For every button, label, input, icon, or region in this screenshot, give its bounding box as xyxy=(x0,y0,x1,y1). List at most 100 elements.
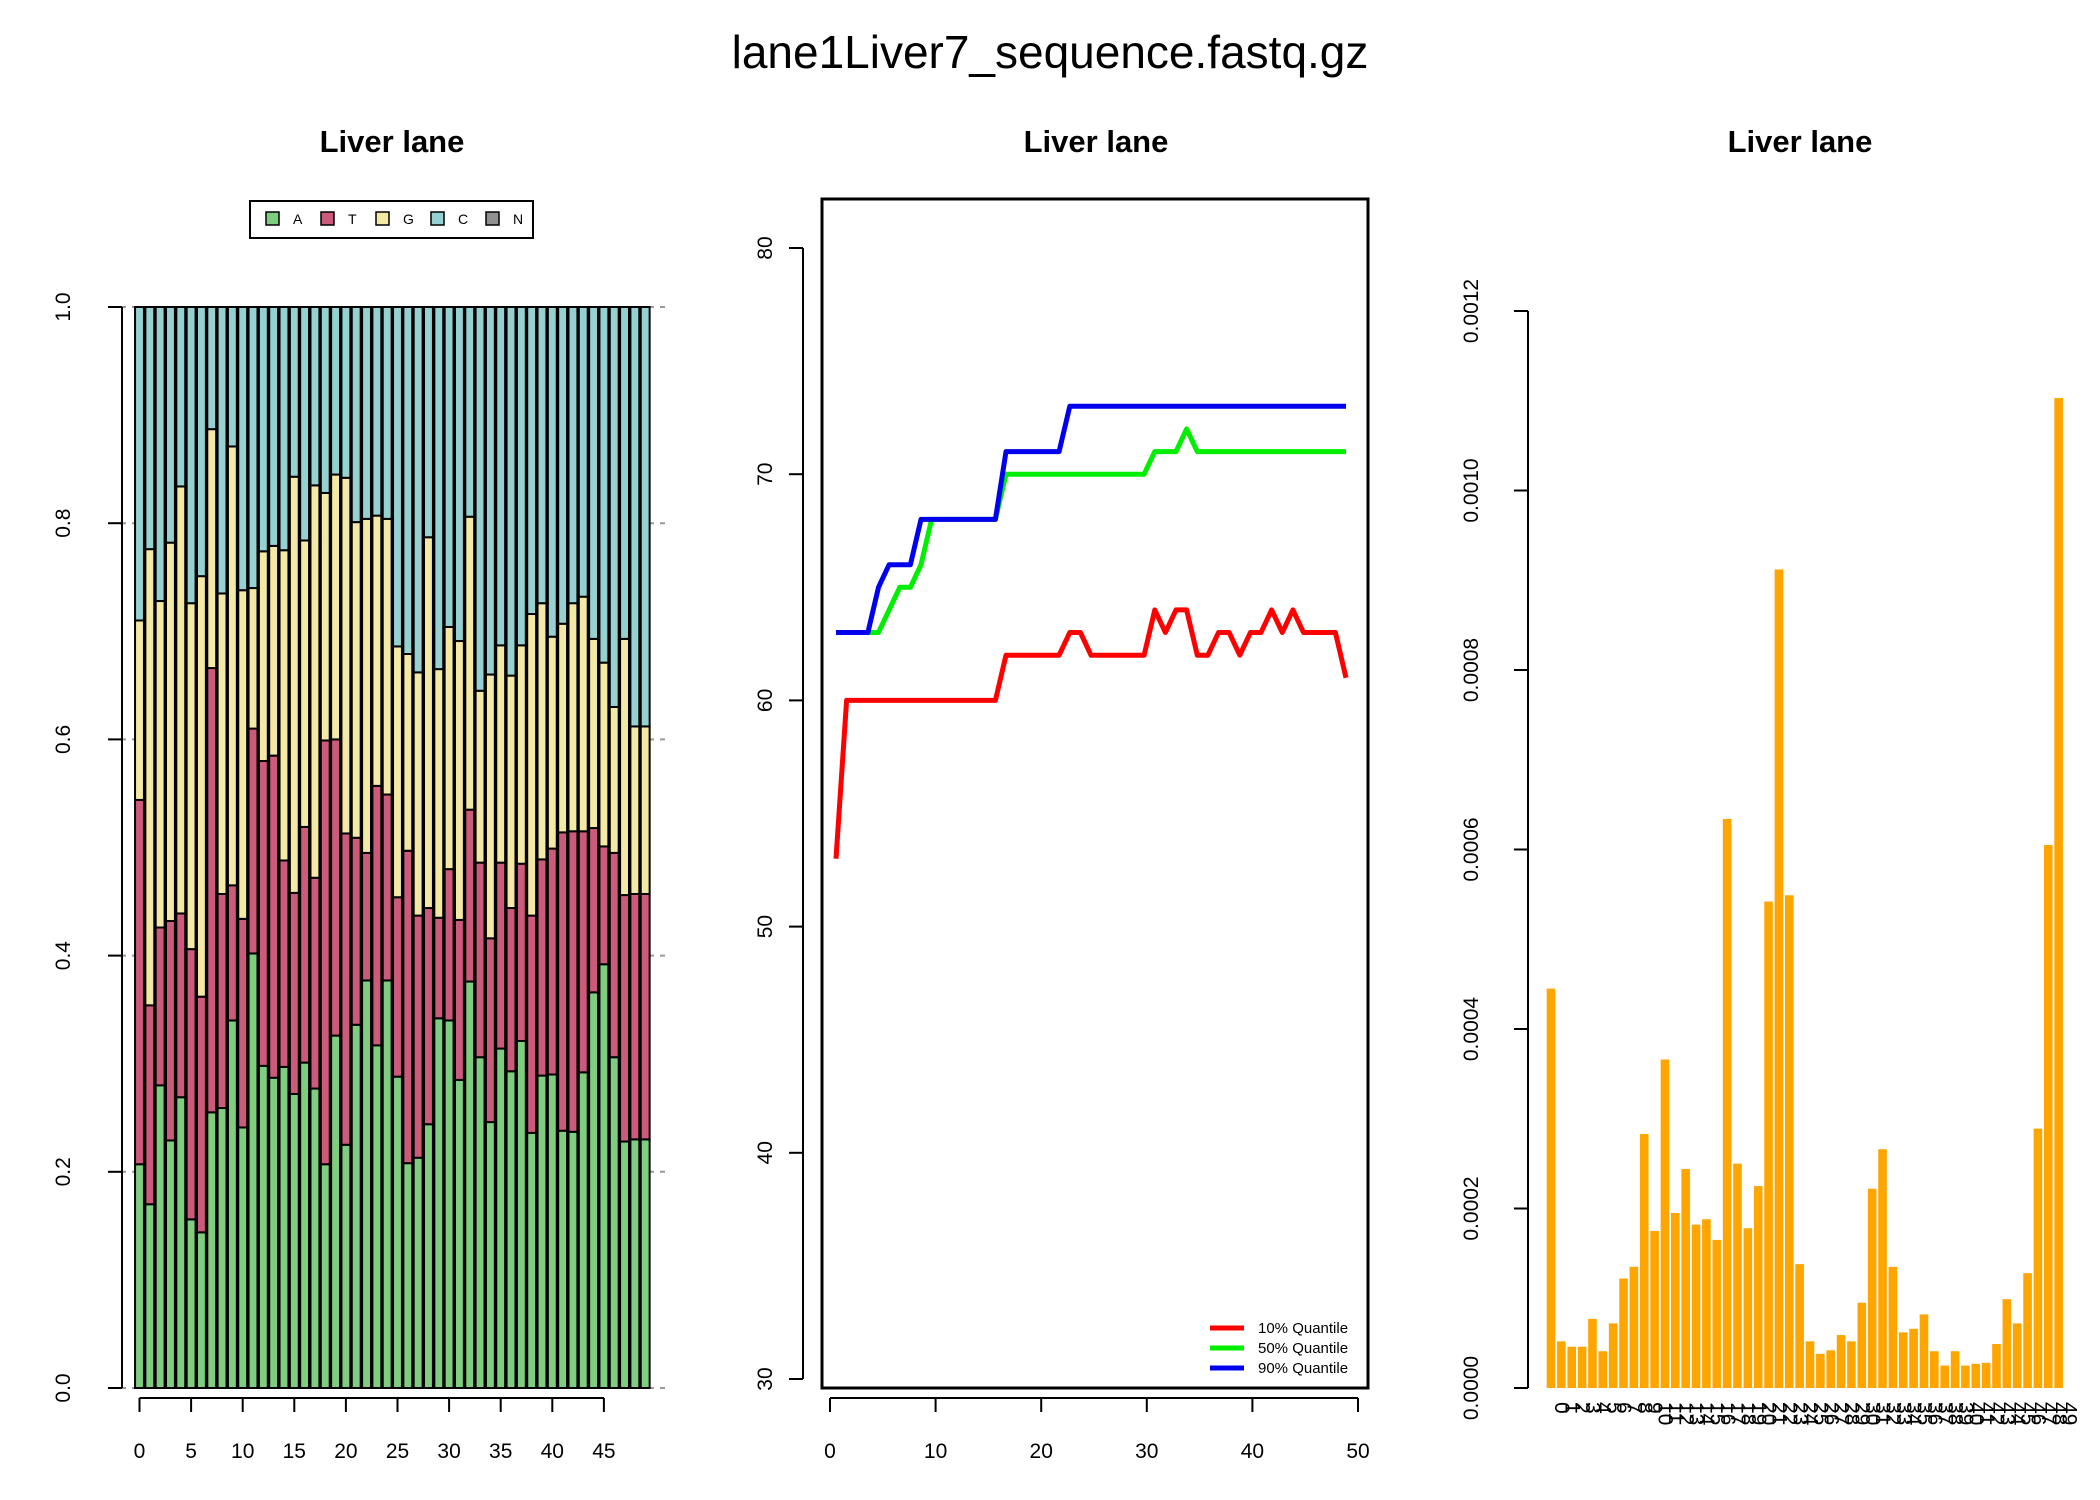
bar xyxy=(1919,1314,1929,1388)
bar-segment-C xyxy=(371,306,383,517)
bar xyxy=(1816,1353,1825,1388)
bar xyxy=(1567,1346,1577,1388)
bar-segment-A xyxy=(216,1107,228,1389)
bar-segment-C xyxy=(567,306,579,605)
bar xyxy=(1712,1239,1722,1388)
bar-segment-G xyxy=(402,653,414,852)
bar-segment-A xyxy=(598,963,610,1389)
bar-segment-A xyxy=(257,1064,269,1390)
x-tick-label: 48 xyxy=(2047,1402,2070,1425)
y-tick-label: 40 xyxy=(754,1141,777,1164)
legend-label: G xyxy=(403,211,414,227)
x-tick-label: 6 xyxy=(1612,1402,1635,1414)
legend: 10% Quantile 50% Quantile 90% Quantile xyxy=(1210,1320,1348,1377)
bar-segment-G xyxy=(185,602,197,951)
bar-segment-G xyxy=(433,668,445,919)
bar-segment-T xyxy=(536,858,548,1077)
legend-label: C xyxy=(458,211,468,227)
bar-segment-C xyxy=(361,306,372,520)
bar-segment-G xyxy=(350,521,362,839)
x-tick-label: 36 xyxy=(1923,1402,1946,1425)
bar-segment-G xyxy=(567,602,579,833)
bar-segment-A xyxy=(567,1130,579,1389)
x-tick-label: 0 xyxy=(824,1440,836,1463)
bar-segment-G xyxy=(330,473,342,741)
bar xyxy=(1867,1188,1877,1388)
bar-segment-A xyxy=(154,1084,166,1389)
x-tick-label: 8 xyxy=(1633,1402,1656,1414)
bar-segment-C xyxy=(402,306,414,656)
series-line-q90 xyxy=(836,403,1346,635)
bar-segment-C xyxy=(412,306,424,674)
bar-segment-G xyxy=(412,671,424,917)
y-tick-label: 1.0 xyxy=(52,292,75,321)
bar-segment-T xyxy=(546,847,558,1076)
x-tick-label: 40 xyxy=(1964,1402,1987,1425)
bar xyxy=(1981,1362,1991,1388)
bar xyxy=(2012,1323,2022,1388)
bar-segment-C xyxy=(484,306,496,676)
bar-segment-G xyxy=(546,635,558,850)
bar-segment-T xyxy=(453,918,465,1081)
bar-segment-C xyxy=(257,306,269,553)
bar-segment-A xyxy=(536,1074,548,1389)
bar-segment-A xyxy=(350,1023,362,1390)
bar-segment-T xyxy=(278,859,290,1068)
bar-segment-C xyxy=(557,306,569,625)
x-tick-label: 42 xyxy=(1985,1402,2008,1425)
bar-segment-C xyxy=(216,306,228,595)
x-tick-label: 25 xyxy=(386,1440,409,1463)
x-tick-label: 10 xyxy=(231,1440,254,1463)
x-tick-label: 16 xyxy=(1716,1402,1739,1425)
bar xyxy=(1598,1351,1608,1388)
bar xyxy=(1639,1134,1649,1388)
bar-segment-C xyxy=(288,306,300,478)
bar xyxy=(1702,1219,1711,1388)
bar-segment-A xyxy=(474,1056,486,1389)
bar-segment-A xyxy=(165,1139,176,1390)
bar-segment-C xyxy=(639,306,651,728)
panel-title: Liver lane xyxy=(320,124,465,159)
legend-label: 90% Quantile xyxy=(1258,1360,1348,1377)
x-tick-label: 20 xyxy=(1030,1440,1053,1463)
bar xyxy=(1836,1335,1846,1388)
bar-segment-A xyxy=(330,1034,342,1389)
bar-segment-G xyxy=(134,619,145,801)
bar-segment-T xyxy=(505,907,517,1073)
bar-segment-A xyxy=(484,1121,496,1389)
bar xyxy=(1795,1264,1804,1388)
y-tick-label: 0.0008 xyxy=(1460,638,1483,702)
bar-segment-G xyxy=(557,622,569,834)
bar-segment-A xyxy=(299,1061,311,1390)
bar-segment-T xyxy=(474,861,486,1059)
x-tick-label: 9 xyxy=(1643,1402,1666,1414)
x-tick-label: 4 xyxy=(1591,1402,1614,1414)
bar-segment-G xyxy=(495,644,507,864)
bar xyxy=(1774,569,1784,1388)
bar xyxy=(1784,895,1794,1388)
bar-segment-G xyxy=(629,725,641,895)
bar-segment-G xyxy=(165,541,176,923)
bar-segment-G xyxy=(175,485,187,915)
bar-segment-A xyxy=(526,1131,538,1390)
bar-segment-G xyxy=(639,725,651,895)
bar-segment-T xyxy=(598,845,610,966)
bar-segment-C xyxy=(185,306,197,605)
bar-segment-C xyxy=(319,306,331,494)
x-tick-label: 34 xyxy=(1902,1402,1925,1426)
bar xyxy=(1557,1341,1566,1388)
x-tick-label: 38 xyxy=(1944,1402,1967,1425)
bar-segment-G xyxy=(515,644,527,865)
bar-segment-A xyxy=(588,991,600,1389)
x-tick-label: 32 xyxy=(1882,1402,1905,1425)
bar-segment-A xyxy=(619,1140,630,1389)
x-tick-label: 35 xyxy=(1913,1402,1936,1425)
bar-segment-T xyxy=(361,851,372,982)
x-tick-label: 5 xyxy=(185,1440,197,1463)
bar xyxy=(1608,1323,1618,1388)
bar-segment-T xyxy=(402,849,414,1165)
bar-segment-C xyxy=(464,306,476,518)
bar-segment-C xyxy=(598,306,610,664)
x-tick-label: 43 xyxy=(1995,1402,2018,1425)
bar-segment-C xyxy=(453,306,465,643)
